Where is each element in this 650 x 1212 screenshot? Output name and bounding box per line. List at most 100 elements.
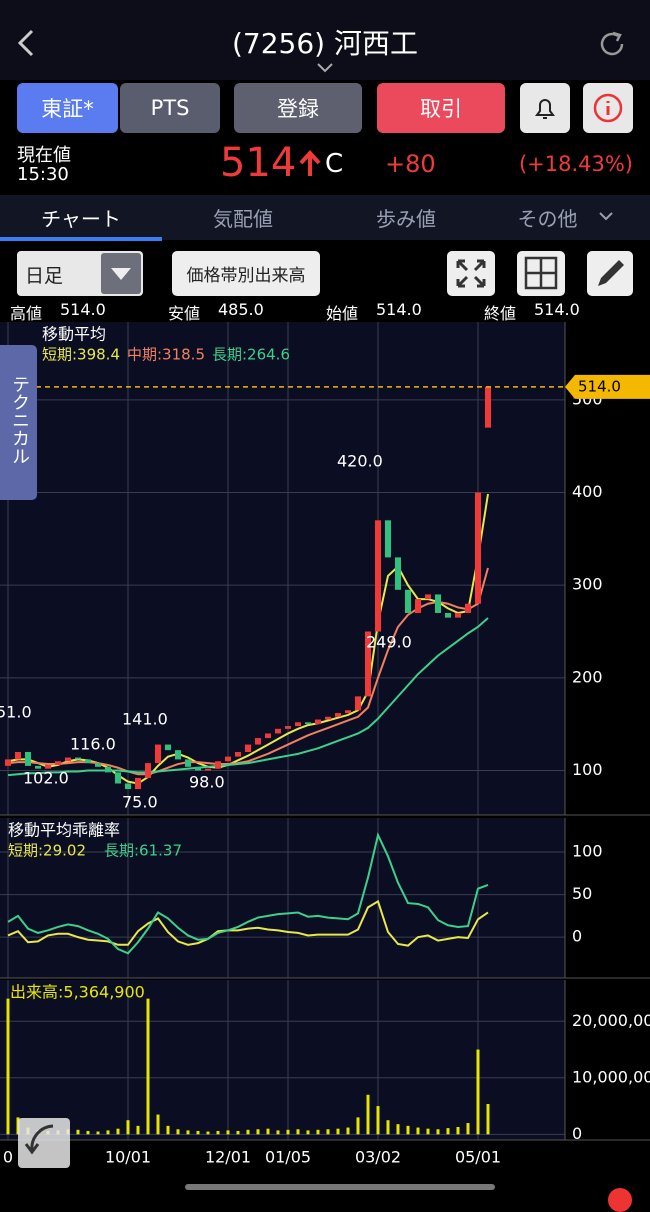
register-button[interactable]: 登録 [234,83,362,133]
volume-bar [146,998,150,1135]
y-tick-label: 50 [572,884,592,903]
panel-title: 出来高:5,364,900 [10,983,145,1002]
volume-bar [216,1130,220,1135]
volume-bar [76,1129,80,1135]
y-tick-label: 200 [572,667,603,686]
candle [455,612,461,618]
tab[interactable]: 歩み値 [376,207,436,231]
candle [405,589,411,613]
candle [295,722,301,727]
candle [335,713,341,717]
x-tick-label: 0 [3,1148,13,1167]
ohlc-name: 終値 [484,304,517,323]
info-button[interactable] [583,83,633,133]
tab-chevron [599,212,613,221]
header: (7256) 河西工 [0,0,650,80]
volume-bar [306,1130,310,1135]
volume-bar [356,1117,360,1135]
price-annotation: 102.0 [23,769,69,788]
volume-bar [96,1131,100,1135]
candle [365,631,371,697]
volume-bar [6,998,10,1135]
technical-tab[interactable]: テクニカル [0,345,37,500]
candle [445,612,451,618]
tab[interactable]: その他 [517,207,578,231]
tab[interactable]: チャート [41,207,121,231]
alert-button[interactable] [520,83,570,133]
panel-background [0,980,565,1140]
volume-bar [406,1125,410,1135]
volume-bar [366,1094,370,1135]
current-price-label: 514.0 [578,377,621,395]
ohlc-value: 514.0 [534,300,580,319]
candle [465,603,471,613]
candle [15,751,21,760]
price-annotation: 141.0 [122,710,168,729]
ma-line [7,831,489,955]
volume-bar [416,1127,420,1135]
ohlc-value: 485.0 [218,300,264,319]
candle [355,696,361,711]
period-select[interactable]: 日足 [17,251,143,296]
draw-button[interactable] [587,251,633,296]
y-tick-label: 10,000,000 [572,1067,650,1086]
price-annotation: 249.0 [366,633,412,652]
volume-bar [456,1126,460,1135]
x-tick-label: 12/01 [205,1148,251,1167]
back-button[interactable] [14,28,40,58]
candle [245,744,251,752]
candle [45,764,51,769]
switch-button[interactable] [18,1118,70,1168]
candle [325,716,331,720]
fullscreen-button[interactable] [447,251,495,296]
volume-bar [126,1120,130,1135]
volume-bar [246,1129,250,1135]
ohlc-value: 514.0 [60,300,106,319]
y-tick-label: 0 [572,927,582,946]
candle [275,728,281,734]
tab[interactable]: 気配値 [213,207,273,231]
y-tick-label: 0 [572,1124,582,1143]
trade-button[interactable]: 取引 [377,83,505,133]
ma-line [7,617,489,777]
volume-bar [136,1125,140,1135]
candle [205,768,211,771]
panel-title: 移動平均乖離率 [8,821,120,840]
volume-bar [266,1128,270,1135]
volume-bar [376,1106,380,1135]
volume-bar [86,1130,90,1135]
legend-entry: 短期:29.02 [8,842,86,860]
candle [285,726,291,729]
volume-bar [316,1129,320,1135]
market-button[interactable]: 東証* [17,83,118,133]
tab-bar [0,195,650,240]
volume-bar [296,1129,300,1135]
layout-button[interactable] [517,251,565,296]
volume-bar [396,1124,400,1135]
panel-background [0,322,565,815]
candle [185,759,191,767]
volume-bar [336,1128,340,1135]
volume-profile-button[interactable]: 価格帯別出来高 [172,251,320,296]
panel-title: 移動平均 [42,325,106,344]
period-label: 日足 [25,265,64,287]
legend-entry: 短期:398.4 [42,346,120,364]
candle [35,765,41,769]
volume-bar [346,1127,350,1135]
title-chevron[interactable] [316,62,334,74]
pts-button[interactable]: PTS [120,83,220,133]
candle [165,744,171,751]
quote-label: 現在値 [17,145,71,166]
volume-bar [486,1104,490,1135]
up-arrow [299,150,321,176]
candle [65,757,71,762]
volume-bar [286,1129,290,1135]
legend-entry: 長期:264.6 [212,346,290,364]
candle [305,722,311,725]
candle [5,759,11,766]
volume-bar [186,1130,190,1135]
refresh-button[interactable] [598,29,628,59]
price-flag: C [325,149,344,179]
volume-bar [226,1130,230,1135]
